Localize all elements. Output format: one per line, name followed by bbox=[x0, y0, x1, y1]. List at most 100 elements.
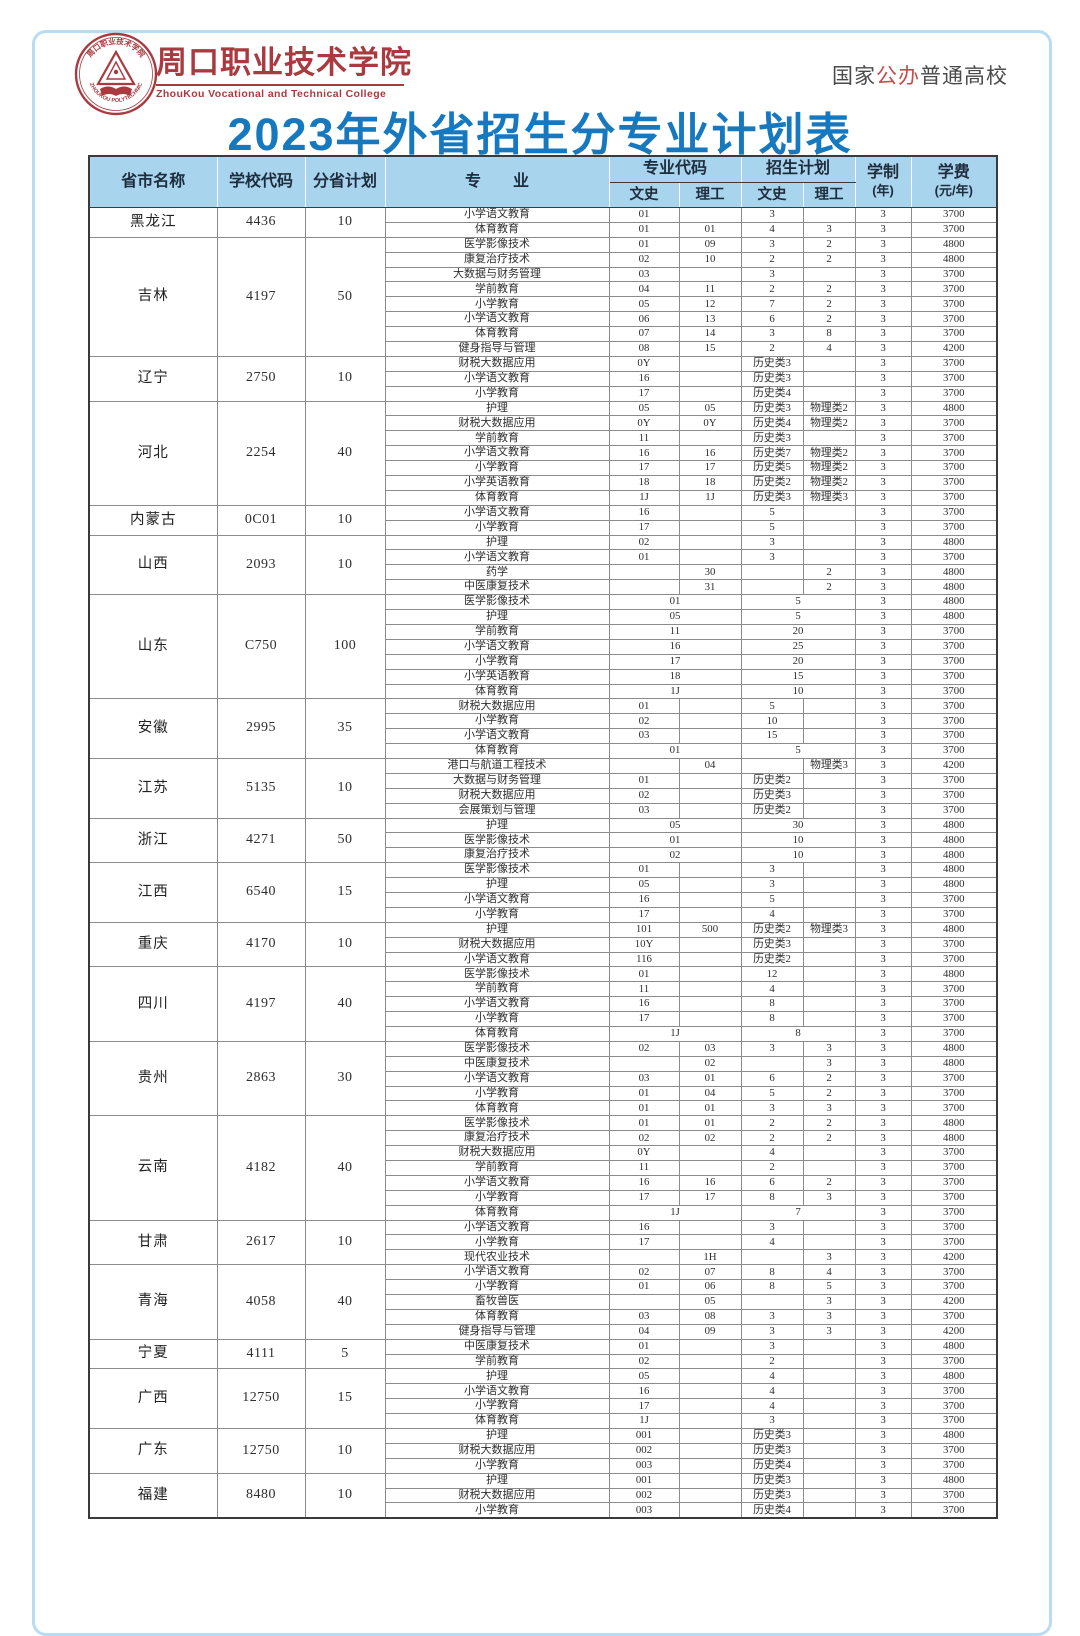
major-code-ws-cell: 02 bbox=[608, 534, 680, 551]
fee-cell: 4800 bbox=[910, 1115, 998, 1132]
plan-ws-cell: 2 bbox=[740, 341, 804, 357]
years-cell: 3 bbox=[854, 1428, 912, 1444]
plan-lg-cell bbox=[802, 385, 856, 402]
plan-ws-cell: 历史类3 bbox=[740, 1442, 804, 1459]
major-code-lg-cell bbox=[678, 936, 742, 953]
col-header-province-plan: 分省计划 bbox=[304, 155, 386, 208]
province-plan-cell: 35 bbox=[304, 698, 386, 759]
major-code-ws-cell: 16 bbox=[608, 504, 680, 521]
major-code-lg-cell: 31 bbox=[678, 579, 742, 596]
major-name-cell: 财税大数据应用 bbox=[384, 355, 610, 372]
province-plan-cell: 10 bbox=[304, 534, 386, 596]
major-code-lg-cell: 08 bbox=[678, 1308, 742, 1325]
years-cell: 3 bbox=[854, 1472, 912, 1489]
major-row: 福建 8480 10 护理 001 历史类3 3 4800 bbox=[88, 1472, 998, 1519]
major-name-cell: 小学教育 bbox=[384, 296, 610, 313]
major-code-lg-cell bbox=[678, 430, 742, 447]
years-cell: 3 bbox=[854, 1457, 912, 1474]
major-code-lg-cell bbox=[678, 1428, 742, 1444]
major-row: 小学语文教育 16 25 3 3700 bbox=[89, 638, 998, 655]
major-code-lg-cell: 17 bbox=[678, 1189, 742, 1206]
plan-ws-cell bbox=[740, 1294, 804, 1310]
major-code-ws-cell: 02 bbox=[608, 713, 680, 730]
plan-ws-cell: 3 bbox=[740, 549, 804, 566]
plan-lg-cell bbox=[802, 519, 856, 536]
years-cell: 3 bbox=[854, 1442, 912, 1459]
major-code-lg-cell bbox=[678, 1442, 742, 1459]
major-name-cell: 健身指导与管理 bbox=[384, 1323, 610, 1340]
major-code-cell: 11 bbox=[608, 623, 742, 640]
province-plan-cell: 10 bbox=[304, 1472, 386, 1519]
plan-ws-cell: 4 bbox=[740, 1234, 804, 1251]
col-header-province: 省市名称 bbox=[88, 155, 218, 208]
major-name-cell: 学前教育 bbox=[384, 281, 610, 298]
major-name-cell: 学前教育 bbox=[384, 1160, 610, 1176]
major-name-cell: 体育教育 bbox=[384, 1308, 610, 1325]
major-code-lg-cell: 14 bbox=[678, 326, 742, 343]
fee-cell: 3700 bbox=[910, 713, 998, 730]
plan-lg-cell: 3 bbox=[802, 1189, 856, 1206]
major-name-cell: 小学教育 bbox=[384, 460, 610, 477]
major-code-ws-cell bbox=[608, 757, 680, 774]
plan-ws-cell bbox=[740, 564, 804, 581]
plan-lg-cell bbox=[802, 772, 856, 789]
major-row: 小学教育 17 17 历史类5 物理类2 3 3700 bbox=[89, 460, 998, 477]
major-code-ws-cell: 04 bbox=[608, 1323, 680, 1340]
major-code-lg-cell bbox=[678, 385, 742, 402]
plan-lg-cell: 3 bbox=[802, 1055, 856, 1072]
major-name-cell: 小学语文教育 bbox=[384, 311, 610, 328]
brand-divider bbox=[156, 84, 404, 87]
fee-cell: 3700 bbox=[910, 1070, 998, 1087]
fee-cell: 4800 bbox=[910, 921, 998, 938]
fee-cell: 3700 bbox=[910, 1145, 998, 1161]
school-code-cell: 12750 bbox=[216, 1368, 306, 1430]
plan-lg-cell: 3 bbox=[802, 1249, 856, 1266]
plan-lg-cell: 物理类2 bbox=[802, 415, 856, 432]
plan-lg-cell: 物理类3 bbox=[802, 921, 856, 938]
major-name-cell: 小学语文教育 bbox=[384, 1174, 610, 1191]
major-row: 小学教育 17 4 3 3700 bbox=[89, 1234, 998, 1251]
province-name-cell: 青海 bbox=[88, 1264, 218, 1340]
subcol-code-ws: 文史 bbox=[608, 182, 680, 208]
fee-cell: 4800 bbox=[910, 1055, 998, 1072]
major-code-lg-cell bbox=[678, 698, 742, 715]
major-row: 江苏 5135 10 港口与航道工程技术 04 物理类3 3 4200 bbox=[88, 757, 998, 819]
province-name-cell: 广东 bbox=[88, 1428, 218, 1474]
fee-cell: 3700 bbox=[910, 326, 998, 343]
major-code-lg-cell bbox=[678, 906, 742, 923]
major-code-ws-cell: 16 bbox=[608, 1219, 680, 1236]
major-code-lg-cell: 10 bbox=[678, 251, 742, 268]
plan-count-cell: 5 bbox=[740, 594, 856, 611]
major-code-ws-cell: 101 bbox=[608, 921, 680, 938]
plan-lg-cell bbox=[802, 906, 856, 923]
province-name-cell: 宁夏 bbox=[88, 1338, 218, 1370]
major-name-cell: 中医康复技术 bbox=[384, 579, 610, 596]
major-code-cell: 05 bbox=[608, 817, 742, 834]
plan-ws-cell: 5 bbox=[740, 519, 804, 536]
major-row: 中医康复技术 02 3 3 4800 bbox=[89, 1055, 998, 1072]
plan-lg-cell: 3 bbox=[802, 221, 856, 238]
years-cell: 3 bbox=[854, 847, 912, 864]
major-code-lg-cell: 1H bbox=[678, 1249, 742, 1266]
major-code-lg-cell bbox=[678, 370, 742, 387]
major-row: 山西 2093 10 护理 02 3 3 4800 bbox=[88, 534, 998, 596]
major-row: 中医康复技术 31 2 3 4800 bbox=[89, 579, 998, 596]
years-cell: 3 bbox=[854, 281, 912, 298]
major-name-cell: 学前教育 bbox=[384, 1353, 610, 1370]
plan-count-cell: 20 bbox=[740, 653, 856, 670]
fee-cell: 4800 bbox=[910, 832, 998, 849]
major-code-ws-cell: 17 bbox=[608, 1234, 680, 1251]
plan-lg-cell bbox=[802, 1160, 856, 1176]
years-cell: 3 bbox=[854, 668, 912, 685]
school-code-cell: 4111 bbox=[216, 1338, 306, 1370]
plan-ws-cell: 历史类5 bbox=[740, 460, 804, 477]
years-cell: 3 bbox=[854, 1055, 912, 1072]
plan-ws-cell: 历史类3 bbox=[740, 355, 804, 372]
fee-cell: 3700 bbox=[910, 981, 998, 998]
plan-ws-cell: 历史类7 bbox=[740, 445, 804, 462]
major-row: 辽宁 2750 10 财税大数据应用 0Y 历史类3 3 3700 bbox=[88, 355, 998, 402]
major-name-cell: 小学教育 bbox=[384, 385, 610, 402]
major-name-cell: 小学语文教育 bbox=[384, 370, 610, 387]
fee-cell: 3700 bbox=[910, 936, 998, 953]
major-code-cell: 1J bbox=[608, 683, 742, 700]
